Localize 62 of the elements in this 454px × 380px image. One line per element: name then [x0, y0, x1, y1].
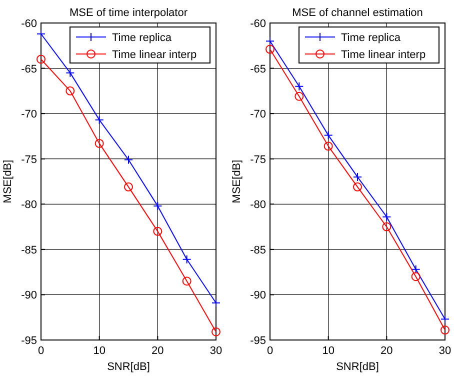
legend-label: Time replica [341, 32, 402, 44]
chart-title: MSE of time interpolator [70, 7, 188, 19]
y-tick-label: -65 [21, 63, 37, 76]
legend-label: Time linear interp [112, 49, 197, 61]
y-tick-label: -65 [250, 63, 266, 76]
point [382, 212, 392, 222]
legend-label: Time replica [112, 32, 172, 44]
point [94, 138, 104, 148]
point [182, 254, 192, 264]
chart-title: MSE of channel estimation [292, 7, 423, 19]
point [324, 142, 333, 151]
point [212, 298, 220, 308]
x-tick-label: 20 [380, 345, 393, 357]
y-tick-label: -90 [21, 290, 37, 302]
x-tick-label: 20 [152, 345, 164, 357]
point [411, 264, 420, 274]
point [212, 327, 220, 336]
y-axis-title: MSE[dB] [2, 160, 14, 204]
point [36, 54, 46, 64]
y-tick-label: -95 [250, 335, 266, 347]
y-tick-label: -75 [21, 154, 37, 166]
point [66, 86, 75, 96]
y-tick-label: -95 [21, 335, 37, 347]
x-tick-label: 0 [266, 345, 274, 357]
point [411, 272, 420, 282]
x-tick-label: 10 [322, 345, 334, 357]
y-axis-title: MSE[dB] [231, 160, 243, 204]
x-tick-label: 10 [93, 345, 106, 357]
y-tick-label: -80 [21, 199, 37, 212]
point [294, 82, 304, 91]
point [266, 36, 274, 46]
point [182, 276, 192, 286]
point [324, 130, 333, 140]
x-tick-label: 30 [210, 345, 222, 357]
point [266, 44, 274, 54]
point [66, 68, 75, 78]
y-tick-label: -70 [21, 108, 37, 121]
point [440, 314, 450, 324]
y-tick-label: -85 [21, 244, 37, 256]
y-tick-label: -90 [250, 290, 266, 302]
x-tick-label: 0 [38, 345, 44, 357]
point [153, 226, 162, 236]
point [353, 172, 362, 182]
point [36, 29, 46, 38]
y-tick-label: -70 [250, 108, 266, 121]
y-tick-label: -85 [250, 244, 266, 256]
point [440, 326, 450, 335]
point [382, 222, 392, 232]
x-axis-title: SNR[dB] [107, 361, 150, 373]
point [294, 92, 304, 101]
y-tick-label: -80 [250, 199, 266, 212]
y-tick-label: -60 [250, 18, 266, 30]
x-axis-title: SNR[dB] [336, 361, 379, 373]
point [124, 182, 133, 192]
y-tick-label: -60 [21, 18, 37, 30]
x-tick-label: 30 [438, 345, 452, 357]
point [353, 182, 362, 192]
legend-label: Time linear interp [341, 49, 426, 61]
point [153, 201, 162, 210]
point [124, 155, 133, 164]
point [94, 115, 104, 124]
y-tick-label: -75 [250, 154, 266, 166]
